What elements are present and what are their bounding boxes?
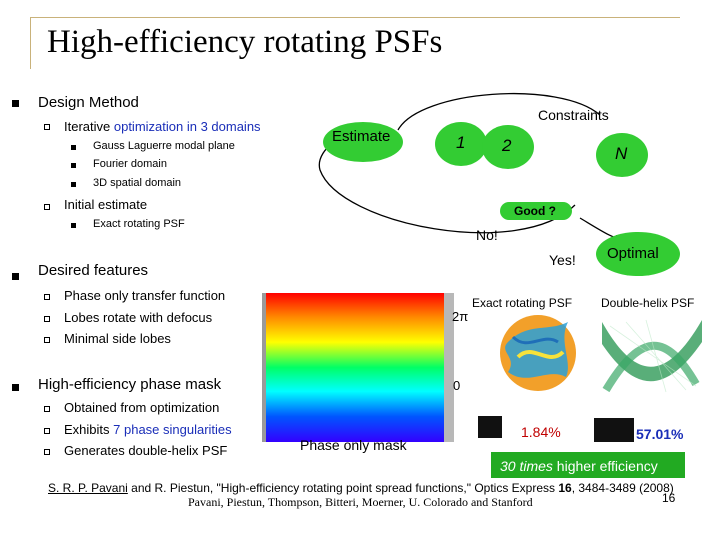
helix-efficiency: 57.01% xyxy=(636,426,684,442)
efficiency-text: 30 times higher efficiency xyxy=(500,458,658,474)
citation-rest: and R. Piestun, "High-efficiency rotatin… xyxy=(127,481,559,495)
bullet-icon xyxy=(44,449,50,455)
bullet-icon xyxy=(44,294,50,300)
item-initial-estimate: Initial estimate xyxy=(64,197,148,212)
bullet-icon xyxy=(71,145,76,150)
mask-caption: Phase only mask xyxy=(300,437,407,453)
bullet-icon xyxy=(12,273,19,280)
mask-bottom-label: 0 xyxy=(453,378,461,393)
bullet-icon xyxy=(44,337,50,343)
step-label: N xyxy=(615,144,628,163)
exact-psf-thumbnail xyxy=(478,416,502,438)
bullet-icon xyxy=(71,182,76,187)
good-node xyxy=(500,202,572,220)
domain-item: Gauss Laguerre modal plane xyxy=(93,140,235,152)
efficiency-rest: higher efficiency xyxy=(552,458,658,474)
no-label: No! xyxy=(476,227,498,243)
heading-desired-features: Desired features xyxy=(38,262,149,279)
step-label: 2 xyxy=(502,136,512,155)
feature-item: Minimal side lobes xyxy=(64,331,171,346)
feature-item: Phase only transfer function xyxy=(64,288,226,303)
efficiency-banner xyxy=(491,452,685,478)
heading-phase-mask: High-efficiency phase mask xyxy=(38,376,222,393)
exact-psf-label: Exact rotating PSF xyxy=(472,296,573,310)
constraints-arc xyxy=(397,92,601,131)
mask-top-label: 2π xyxy=(452,309,469,324)
bullet-icon xyxy=(44,406,50,412)
iterative-prefix: Iterative xyxy=(64,119,114,134)
citation-volume: 16 xyxy=(558,481,572,495)
bullet-icon xyxy=(44,124,50,130)
bullet-icon xyxy=(71,223,76,228)
iterative-highlight: optimization in 3 domains xyxy=(113,119,261,134)
efficiency-highlight: 30 times xyxy=(500,458,553,474)
mask-item: Exhibits 7 phase singularities xyxy=(64,422,232,437)
bullet-icon xyxy=(44,428,50,434)
citation-pages: , 3484-3489 (2008) xyxy=(571,481,674,495)
yes-label: Yes! xyxy=(549,252,576,268)
optimal-node xyxy=(596,232,680,276)
bullet-icon xyxy=(12,384,19,391)
page-number: 16 xyxy=(662,491,676,505)
step-node-n xyxy=(596,133,648,177)
item-iterative: Iterative optimization in 3 domains xyxy=(64,119,261,134)
title-rule-vertical xyxy=(30,17,31,69)
domain-item: Fourier domain xyxy=(93,158,167,170)
heading-design-method: Design Method xyxy=(38,94,139,111)
estimate-label: Estimate xyxy=(332,128,391,145)
mask-item: Generates double-helix PSF xyxy=(64,443,228,458)
exact-psf-image xyxy=(500,315,576,391)
initial-item: Exact rotating PSF xyxy=(93,218,185,230)
mask-item-prefix: Exhibits xyxy=(64,422,114,437)
credits: Pavani, Piestun, Thompson, Bitteri, Moer… xyxy=(188,495,533,509)
constraints-label: Constraints xyxy=(538,107,609,123)
estimate-node xyxy=(323,122,403,162)
slide-title: High-efficiency rotating PSFs xyxy=(47,24,443,60)
mask-item: Obtained from optimization xyxy=(64,400,220,415)
mask-colorbar xyxy=(444,293,454,442)
domain-item: 3D spatial domain xyxy=(93,177,182,189)
title-rule-horizontal xyxy=(30,17,680,18)
good-label: Good ? xyxy=(514,204,556,218)
helix-psf-image xyxy=(602,319,702,393)
feature-item: Lobes rotate with defocus xyxy=(64,310,213,325)
helix-psf-thumbnail xyxy=(594,418,634,442)
phase-mask-image xyxy=(266,293,446,442)
helix-psf-label: Double-helix PSF xyxy=(601,296,695,310)
mask-frame-left xyxy=(262,293,268,442)
step-node-2 xyxy=(482,125,534,169)
citation-authors: S. R. P. Pavani xyxy=(48,481,128,495)
exact-efficiency: 1.84% xyxy=(521,424,561,440)
mask-item-highlight: 7 phase singularities xyxy=(113,422,232,437)
step-label: 1 xyxy=(456,133,466,152)
feedback-arrow xyxy=(318,139,576,234)
optimal-label: Optimal xyxy=(607,245,659,262)
bullet-icon xyxy=(12,100,19,107)
citation: S. R. P. Pavani and R. Piestun, "High-ef… xyxy=(48,481,674,495)
bullet-icon xyxy=(71,163,76,168)
step-node-1 xyxy=(435,122,487,166)
bullet-icon xyxy=(44,204,50,210)
bullet-icon xyxy=(44,316,50,322)
